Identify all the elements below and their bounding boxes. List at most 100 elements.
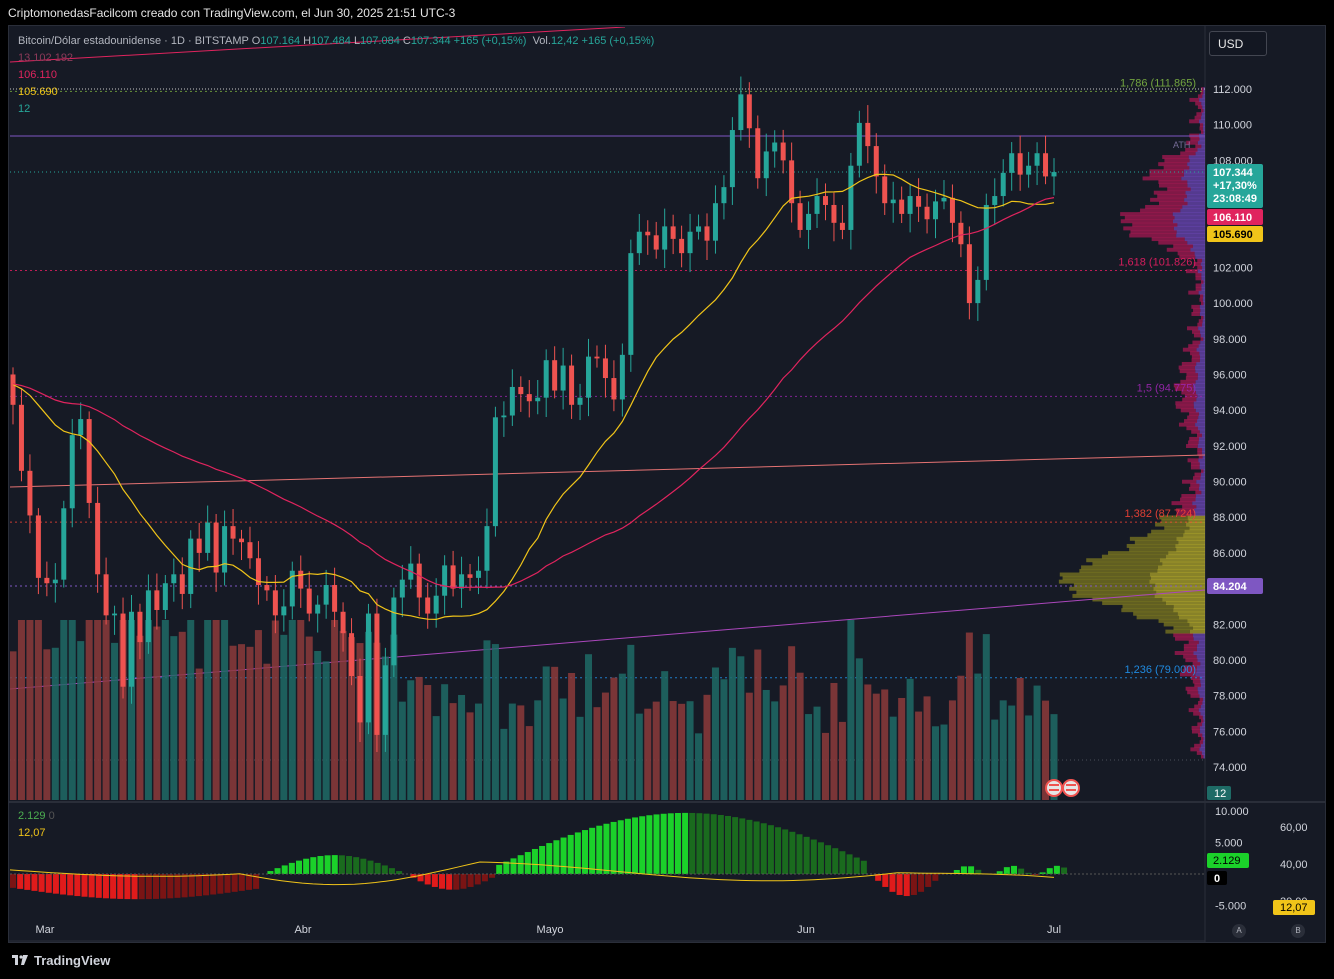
oscillator-bar <box>188 874 195 897</box>
candle-body <box>154 590 160 610</box>
candle-body <box>10 374 16 405</box>
oscillator-bar <box>918 874 925 892</box>
last-price-tag-text-0: 107.344 <box>1213 167 1254 179</box>
oscillator-bar <box>210 874 217 895</box>
price-tick-7: 98.000 <box>1213 334 1247 346</box>
candle-body <box>205 522 211 553</box>
candle-body <box>586 356 592 398</box>
volume-bar <box>542 666 550 800</box>
candle-body <box>69 435 75 509</box>
candle-body <box>112 613 118 616</box>
oscillator-bar <box>503 861 510 874</box>
volume-bar <box>212 620 220 800</box>
volume-bar <box>982 634 990 800</box>
candle-body <box>213 522 219 573</box>
volume-bar <box>991 719 999 800</box>
candle-body <box>61 508 67 580</box>
volume-bar <box>390 634 398 800</box>
volume-bar <box>246 646 254 800</box>
oscillator-bar <box>653 814 660 874</box>
candle-body <box>924 206 930 220</box>
volume-bar <box>1050 714 1058 800</box>
candle-body <box>789 160 795 204</box>
volume-bar <box>305 636 313 800</box>
currency-button[interactable]: USD <box>1209 31 1267 56</box>
volume-bar <box>525 726 533 800</box>
volume-bar <box>576 716 584 800</box>
price-tick-19: 74.000 <box>1213 762 1247 774</box>
candle-body <box>628 253 634 355</box>
log-scale-button[interactable]: B <box>1291 924 1305 938</box>
candle-body <box>721 187 727 204</box>
oscillator-bar <box>303 858 310 874</box>
volume-bar <box>534 700 542 800</box>
oscillator-bar <box>489 874 496 878</box>
auto-scale-button[interactable]: A <box>1232 924 1246 938</box>
candle-body <box>137 611 143 643</box>
volume-bar <box>466 712 474 800</box>
oscillator-bar <box>346 856 353 874</box>
tradingview-logo[interactable]: TradingView <box>12 953 110 968</box>
oscillator-bar <box>74 874 81 897</box>
oscillator-bar <box>217 874 224 894</box>
volume-bar <box>43 649 51 800</box>
candle-body <box>1009 153 1015 173</box>
event-flag-icon <box>1049 789 1059 791</box>
volume-bar <box>838 721 846 800</box>
sma-pink-line <box>12 197 1055 589</box>
oscillator-bar <box>517 855 524 874</box>
oscillator-bar <box>31 874 38 891</box>
ma-pink-tag-bg <box>1207 209 1263 225</box>
volume-profile <box>1058 87 1205 759</box>
oscillator-bar <box>610 821 617 874</box>
osc-right-tick-0: 60,00 <box>1280 822 1308 834</box>
candle-body <box>763 151 769 179</box>
volume-bar <box>745 692 753 800</box>
candle-body <box>746 94 752 129</box>
osc-tag-bg <box>1207 853 1249 868</box>
volume-bar <box>999 700 1007 800</box>
time-tick-abr: Abr <box>294 924 311 936</box>
symbol-name[interactable]: Bitcoin/Dólar estadounidense · 1D · BITS… <box>18 35 249 47</box>
candle-body <box>806 213 812 230</box>
candle-body <box>992 196 998 205</box>
trendline-orange <box>10 454 1205 488</box>
oscillator-bar <box>682 812 689 874</box>
oscillator-bar <box>582 830 588 874</box>
candle-body <box>653 235 659 250</box>
candle-body <box>526 394 532 402</box>
candle-body <box>873 146 879 177</box>
candle-body <box>712 203 718 241</box>
volume-bar <box>187 620 195 800</box>
oscillator-bar <box>968 866 975 874</box>
candle-body <box>696 226 702 232</box>
candle-body <box>357 676 363 723</box>
volume-bar <box>500 728 508 800</box>
volume-bar <box>1025 715 1033 800</box>
volume-bar <box>339 630 347 800</box>
candle-body <box>162 583 168 610</box>
candle-body <box>315 604 321 614</box>
event-flag-icon <box>1066 789 1076 791</box>
oscillator-bar <box>24 874 31 890</box>
oscillator-bar <box>281 865 288 874</box>
candle-body <box>86 419 92 503</box>
high-label: H <box>303 35 312 47</box>
candle-body <box>679 238 685 254</box>
oscillator-bar <box>181 874 188 898</box>
candle-body <box>35 515 41 578</box>
volume-bar <box>906 678 914 800</box>
price-tick-1: 110.000 <box>1213 120 1252 132</box>
candle-body <box>425 597 431 614</box>
candle-body <box>890 199 896 204</box>
price-tick-11: 90.000 <box>1213 477 1247 489</box>
last-price-tag-text-1: +17,30% <box>1213 180 1257 192</box>
oscillator-bar <box>1046 868 1053 874</box>
volume-bar <box>263 663 271 800</box>
candle-body <box>848 165 854 230</box>
oscillator-bar <box>131 874 138 900</box>
candle-body <box>484 526 490 571</box>
candle-body <box>306 588 312 614</box>
oscillator-bar <box>481 874 488 882</box>
